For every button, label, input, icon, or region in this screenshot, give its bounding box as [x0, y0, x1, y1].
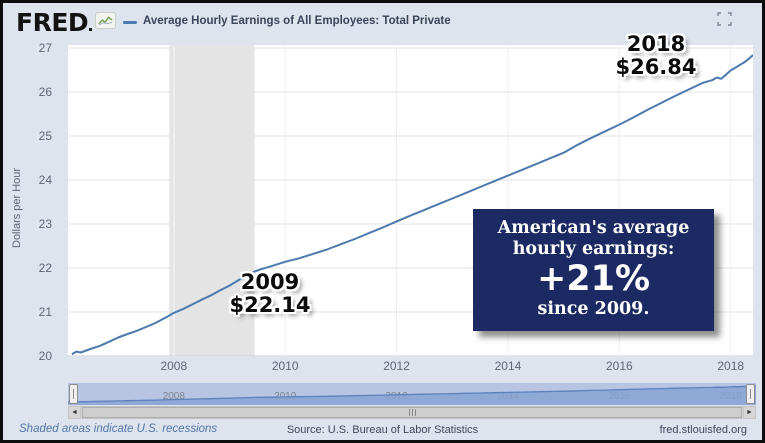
y-tick-label: 24 — [38, 173, 52, 187]
x-tick-label: 2008 — [160, 359, 188, 373]
y-axis-tick-labels: 20 21 22 23 24 25 26 27 — [3, 41, 60, 363]
summary-line-1: American's average — [497, 218, 690, 238]
y-tick-label: 22 — [38, 261, 52, 275]
x-tick-label: 2016 — [605, 359, 633, 373]
annotation-2009-value: $22.14 — [229, 293, 311, 318]
y-tick-label: 21 — [38, 305, 52, 319]
source-credit: Source: U.S. Bureau of Labor Statistics — [286, 424, 479, 436]
range-handle-left[interactable] — [69, 384, 78, 404]
x-axis-tick-labels: 2008 2010 2012 2014 2016 2018 — [68, 359, 753, 374]
summary-percent: +21% — [536, 259, 651, 299]
y-tick-label: 26 — [38, 85, 52, 99]
fullscreen-expand-icon[interactable] — [717, 12, 732, 26]
minimap-line — [68, 385, 756, 403]
recession-shading — [169, 45, 255, 356]
scrollbar-right-arrow-icon[interactable]: ► — [743, 407, 755, 418]
horizontal-scrollbar[interactable]: ◄ ► — [68, 406, 756, 419]
series-title[interactable]: Average Hourly Earnings of All Employees… — [143, 15, 451, 27]
x-tick-label: 2012 — [383, 359, 410, 373]
annotation-2018: 2018 $26.84 — [601, 32, 711, 80]
legend-line-marker — [123, 21, 137, 24]
scrollbar-left-arrow-icon[interactable]: ◄ — [69, 407, 81, 418]
earnings-line-series — [71, 54, 753, 356]
range-handle-right[interactable] — [746, 384, 755, 404]
x-tick-label: 2010 — [271, 359, 299, 373]
annotation-2018-value: $26.84 — [615, 55, 697, 80]
sparkline-icon — [95, 12, 116, 29]
scrollbar-thumb[interactable] — [82, 407, 742, 418]
summary-line-2: hourly earnings: — [512, 239, 675, 259]
handle-grip — [73, 389, 74, 399]
summary-line-4: since 2009. — [537, 298, 650, 319]
y-tick-label: 23 — [38, 217, 52, 231]
fred-logo[interactable]: FRED — [16, 8, 93, 37]
annotation-2009: 2009 $22.14 — [215, 270, 325, 318]
earnings-summary-box: American's average hourly earnings: +21%… — [473, 209, 714, 331]
fred-logo-text: FRED — [16, 8, 89, 37]
annotation-2018-year: 2018 — [626, 32, 686, 56]
x-tick-label: 2014 — [494, 359, 522, 373]
thumb-grip — [408, 409, 410, 416]
thumb-grip — [414, 409, 416, 416]
y-tick-label: 20 — [38, 349, 52, 363]
y-tick-label: 25 — [38, 129, 52, 143]
thumb-grip — [411, 409, 413, 416]
annotation-2009-year: 2009 — [240, 270, 300, 294]
recession-note: Shaded areas indicate U.S. recessions — [19, 423, 218, 435]
registered-mark — [89, 28, 93, 31]
handle-grip — [750, 389, 751, 399]
fred-site-link[interactable]: fred.stlouisfed.org — [659, 424, 747, 436]
minimap-year-label: 2008 — [163, 391, 186, 402]
x-tick-label: 2018 — [717, 359, 745, 373]
y-tick-label: 27 — [38, 41, 52, 55]
main-chart — [68, 45, 753, 356]
